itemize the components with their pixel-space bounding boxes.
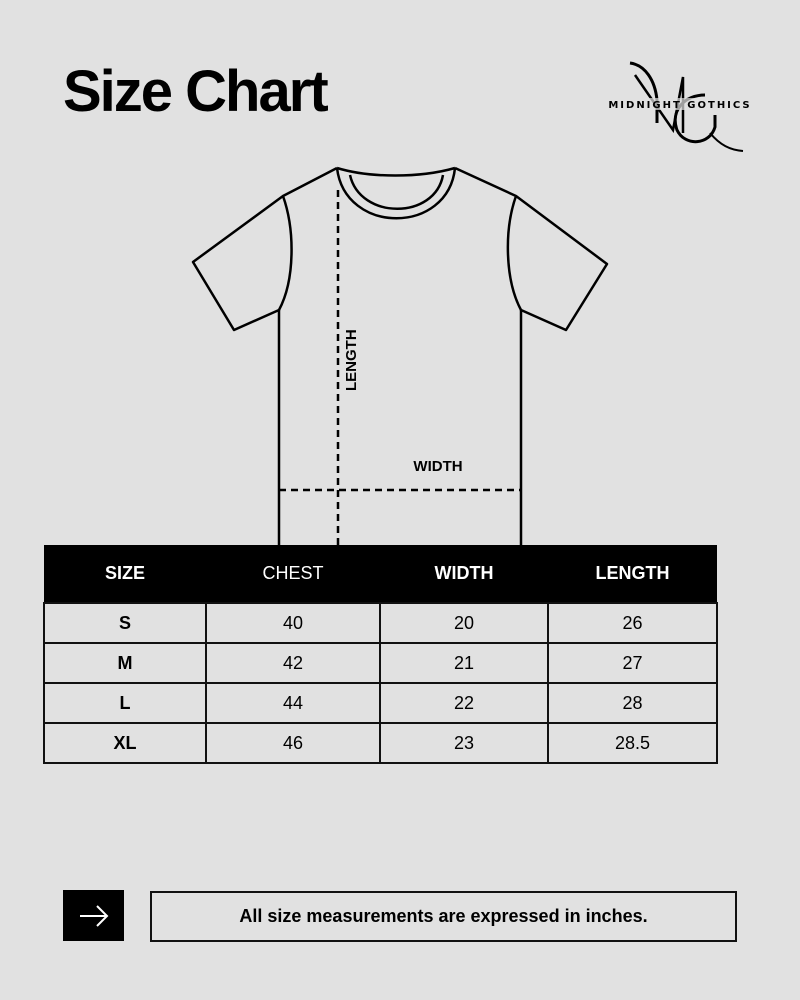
tshirt-diagram: LENGTH WIDTH xyxy=(191,166,609,545)
width-cell: 22 xyxy=(379,682,549,724)
collar-outer xyxy=(335,167,457,220)
size-cell: S xyxy=(43,602,207,644)
size-cell: L xyxy=(43,682,207,724)
size-table: SIZE CHEST WIDTH LENGTH S 40 20 26 M 42 21 27 … xyxy=(43,545,718,764)
col-width: WIDTH xyxy=(380,545,548,603)
page-title: Size Chart xyxy=(63,59,329,124)
chest-cell: 44 xyxy=(205,682,381,724)
col-size: SIZE xyxy=(44,545,206,603)
length-label: LENGTH xyxy=(343,329,360,391)
chest-cell: 46 xyxy=(205,722,381,764)
col-chest: CHEST xyxy=(206,545,380,603)
right-armhole xyxy=(506,195,523,311)
col-length: LENGTH xyxy=(548,545,717,603)
collar-inner xyxy=(348,174,445,210)
length-cell: 28 xyxy=(547,682,718,724)
table-row: S 40 20 26 xyxy=(43,602,718,644)
chest-cell: 40 xyxy=(205,602,381,644)
table-row: L 44 22 28 xyxy=(43,682,718,724)
collar-top xyxy=(336,166,456,177)
table-row: XL 46 23 28.5 xyxy=(43,722,718,764)
brand-name: MIDNIGHT GOTHICS xyxy=(608,100,751,111)
width-cell: 21 xyxy=(379,642,549,684)
brand-logo: MIDNIGHT GOTHICS xyxy=(589,61,769,152)
size-cell: M xyxy=(43,642,207,684)
width-label: WIDTH xyxy=(413,458,462,475)
next-button[interactable] xyxy=(63,890,124,941)
width-cell: 23 xyxy=(379,722,549,764)
chest-cell: 42 xyxy=(205,642,381,684)
width-cell: 20 xyxy=(379,602,549,644)
size-cell: XL xyxy=(43,722,207,764)
length-cell: 28.5 xyxy=(547,722,718,764)
left-armhole xyxy=(277,195,293,311)
table-row: M 42 21 27 xyxy=(43,642,718,684)
units-note: All size measurements are expressed in i… xyxy=(150,891,737,942)
shirt-outline xyxy=(191,166,609,545)
length-cell: 27 xyxy=(547,642,718,684)
arrow-right-icon xyxy=(79,904,108,927)
length-cell: 26 xyxy=(547,602,718,644)
